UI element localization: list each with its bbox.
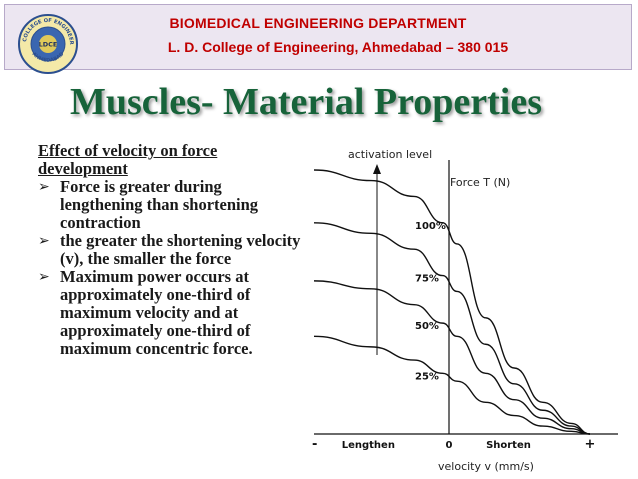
activation-arrow-head [373, 164, 381, 174]
arrow-bullet-icon: ➢ [38, 179, 50, 195]
slide-body-text: Effect of velocity on force development … [38, 142, 308, 358]
bullet-text: Maximum power occurs at approximately on… [60, 267, 253, 358]
x-tick-label: - [312, 437, 317, 452]
x-tick-label: Shorten [486, 440, 531, 451]
x-tick-label: Lengthen [342, 440, 395, 451]
arrow-bullet-icon: ➢ [38, 233, 50, 249]
series-line-100pct [313, 169, 591, 435]
department-name: BIOMEDICAL ENGINEERING DEPARTMENT [169, 15, 467, 31]
body-heading: Effect of velocity on force development [38, 141, 218, 178]
college-name: L. D. College of Engineering, Ahmedabad … [167, 39, 509, 55]
series-label: 25% [415, 371, 439, 382]
bullet-text: the greater the shortening velocity (v),… [60, 231, 301, 268]
activation-level-label: activation level [348, 148, 432, 161]
series-line-50pct [313, 280, 591, 435]
series-label: 50% [415, 321, 439, 332]
college-logo: L.D. COLLEGE OF ENGINEERING AHMEDABAD LD… [17, 13, 78, 74]
series-line-75pct [313, 222, 591, 435]
bullet-item: ➢ the greater the shortening velocity (v… [38, 232, 308, 268]
bullet-item: ➢ Force is greater during lengthening th… [38, 178, 308, 232]
bullet-text: Force is greater during lengthening than… [60, 177, 259, 232]
x-tick-label: + [585, 437, 596, 452]
series-label: 75% [415, 274, 439, 285]
arrow-bullet-icon: ➢ [38, 269, 50, 285]
slide-header: L.D. COLLEGE OF ENGINEERING AHMEDABAD LD… [4, 4, 632, 74]
x-axis-label: velocity v (mm/s) [438, 460, 534, 473]
force-velocity-chart: activation level Force T (N) velocity v … [312, 148, 618, 473]
series-label: 100% [415, 221, 446, 232]
bullet-item: ➢ Maximum power occurs at approximately … [38, 268, 308, 358]
slide-title: Muscles- Material Properties [70, 81, 543, 123]
logo-center-text: LDCE [39, 41, 58, 49]
x-tick-label: 0 [446, 440, 453, 451]
y-axis-label: Force T (N) [450, 176, 510, 189]
series-line-25pct [313, 335, 590, 435]
